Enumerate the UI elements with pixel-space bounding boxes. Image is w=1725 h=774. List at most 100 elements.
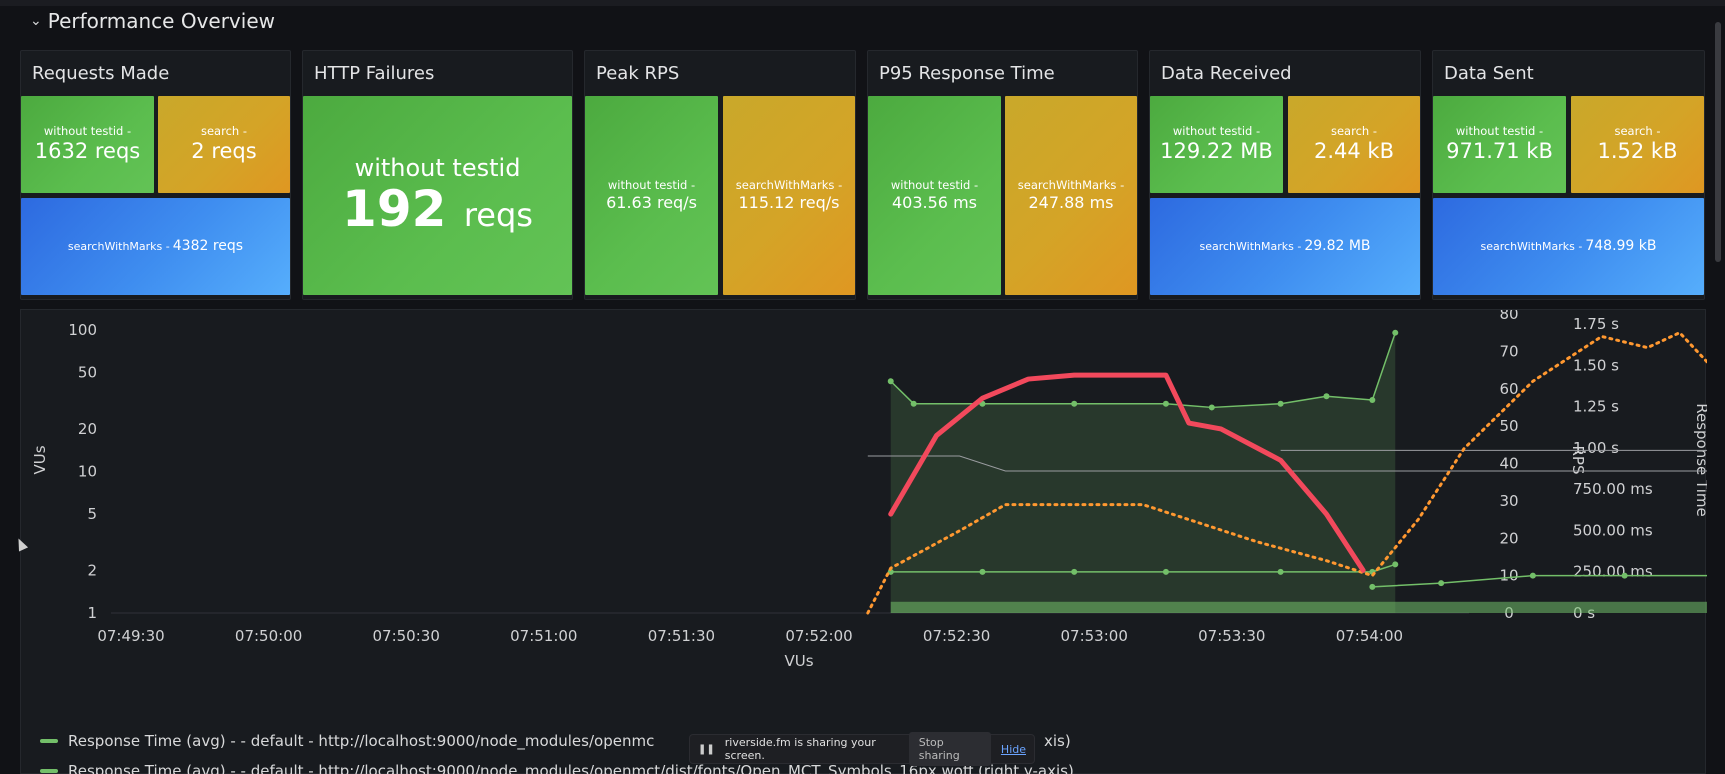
stat-tile-without-testid[interactable]: without testid - 129.22 MB bbox=[1150, 96, 1283, 193]
stat-tile-without-testid[interactable]: without testid 192 reqs bbox=[303, 96, 572, 295]
hide-link[interactable]: Hide bbox=[1000, 742, 1026, 756]
stat-tile-without-testid[interactable]: without testid - 403.56 ms bbox=[868, 96, 1001, 295]
stat-label: searchWithMarks - bbox=[735, 178, 843, 192]
panel-requests-made[interactable]: Requests Made without testid - 1632 reqs… bbox=[20, 50, 291, 300]
stat-value: 29.82 MB bbox=[1304, 238, 1371, 255]
panel-title: Data Received bbox=[1161, 63, 1292, 84]
stat-tile-search[interactable]: search - 1.52 kB bbox=[1571, 96, 1704, 193]
row-header-performance-overview[interactable]: ⌄ Performance Overview bbox=[30, 7, 275, 35]
legend-swatch bbox=[40, 739, 58, 743]
x-tick-label: 07:51:00 bbox=[510, 627, 577, 645]
x-tick-label: 07:52:00 bbox=[785, 627, 852, 645]
series-green-upper-point bbox=[1071, 400, 1078, 407]
y-left-tick-label: 5 bbox=[87, 505, 97, 523]
stat-label: searchWithMarks - bbox=[1017, 178, 1125, 192]
legend-item-tail: xis) bbox=[1044, 732, 1071, 750]
x-tick-label: 07:49:30 bbox=[97, 627, 164, 645]
series-green-upper-point bbox=[887, 378, 894, 385]
stat-label: without testid - bbox=[607, 178, 696, 192]
stat-value: 2.44 kB bbox=[1313, 138, 1394, 163]
x-tick-label: 07:50:30 bbox=[373, 627, 440, 645]
stat-label: without testid bbox=[354, 154, 521, 182]
y-right2-axis-label: Response Time bbox=[1693, 403, 1707, 517]
panel-http-failures[interactable]: HTTP Failures without testid 192 reqs bbox=[302, 50, 573, 300]
panel-p95-response-time[interactable]: P95 Response Time without testid - 403.5… bbox=[867, 50, 1138, 300]
chevron-down-icon[interactable]: ⌄ bbox=[30, 13, 42, 29]
y-left-tick-label: 50 bbox=[78, 364, 97, 382]
series-green-lower-point bbox=[1071, 568, 1078, 575]
panel-title: P95 Response Time bbox=[879, 63, 1055, 84]
stat-tile-without-testid[interactable]: without testid - 1632 reqs bbox=[21, 96, 154, 193]
y-right-tick-label: 30 bbox=[1499, 492, 1518, 510]
y-right-tick-label: 10 bbox=[1499, 567, 1518, 585]
series-green-tail-point bbox=[1529, 572, 1536, 579]
series-green-upper-point bbox=[1162, 400, 1169, 407]
y-right2-tick-label: 1.50 s bbox=[1573, 356, 1619, 374]
y-right2-tick-label: 500.00 ms bbox=[1573, 521, 1653, 539]
stat-label: search - bbox=[1330, 124, 1377, 138]
series-band-fill bbox=[890, 601, 1707, 613]
stat-tile-without-testid[interactable]: without testid - 61.63 req/s bbox=[585, 96, 718, 295]
series-green-upper-point bbox=[1369, 396, 1376, 403]
panel-peak-rps[interactable]: Peak RPS without testid - 61.63 req/s se… bbox=[584, 50, 856, 300]
y-right2-tick-label: 1.25 s bbox=[1573, 398, 1619, 416]
legend-label: Response Time (avg) - - default - http:/… bbox=[68, 762, 1074, 774]
stat-tile-searchwithmarks[interactable]: searchWithMarks - 247.88 ms bbox=[1005, 96, 1137, 295]
legend-item[interactable]: Response Time (avg) - - default - http:/… bbox=[40, 732, 654, 750]
timeseries-chart[interactable]: 125102050100VUs01020304050607080RPS0 s25… bbox=[21, 310, 1707, 740]
x-tick-label: 07:51:30 bbox=[648, 627, 715, 645]
timeseries-panel[interactable]: 125102050100VUs01020304050607080RPS0 s25… bbox=[20, 309, 1707, 774]
stop-sharing-button[interactable]: Stop sharing bbox=[908, 732, 991, 766]
series-green-upper-point bbox=[1208, 404, 1215, 411]
chart-legend: Response Time (avg) - - default - http:/… bbox=[20, 732, 1706, 774]
y-right-tick-label: 40 bbox=[1499, 455, 1518, 473]
threshold-line bbox=[867, 455, 1707, 472]
series-green-upper bbox=[889, 331, 1397, 409]
series-green-lower-point bbox=[1392, 561, 1399, 568]
y-right2-tick-label: 250.00 ms bbox=[1573, 563, 1653, 581]
x-tick-label: 07:53:00 bbox=[1061, 627, 1128, 645]
stat-value: 129.22 MB bbox=[1160, 138, 1273, 163]
stat-label: searchWithMarks - bbox=[1199, 239, 1302, 253]
stat-tile-without-testid[interactable]: without testid - 971.71 kB bbox=[1433, 96, 1566, 193]
stat-value: 192 reqs bbox=[342, 180, 533, 238]
legend-item[interactable]: Response Time (avg) - - default - http:/… bbox=[40, 762, 1074, 774]
stat-label: search - bbox=[1614, 124, 1661, 138]
panel-data-sent[interactable]: Data Sent without testid - 971.71 kB sea… bbox=[1432, 50, 1705, 300]
stat-value: 247.88 ms bbox=[1028, 192, 1114, 212]
stat-tile-search[interactable]: search - 2 reqs bbox=[158, 96, 290, 193]
legend-label: xis) bbox=[1044, 732, 1071, 750]
row-title: Performance Overview bbox=[47, 9, 275, 33]
series-area-fill bbox=[890, 332, 1396, 613]
series-green-lower-point bbox=[979, 568, 986, 575]
legend-swatch bbox=[40, 769, 58, 773]
x-axis-label: VUs bbox=[784, 652, 813, 670]
stat-tile-searchwithmarks[interactable]: searchWithMarks - 115.12 req/s bbox=[723, 96, 855, 295]
y-left-tick-label: 2 bbox=[87, 561, 97, 579]
vertical-scrollbar[interactable] bbox=[1715, 22, 1721, 262]
stat-tile-searchwithmarks[interactable]: searchWithMarks - 4382 reqs bbox=[21, 198, 290, 295]
y-right2-tick-label: 1.75 s bbox=[1573, 315, 1619, 333]
stat-label: without testid - bbox=[1172, 124, 1261, 138]
y-right2-tick-label: 750.00 ms bbox=[1573, 480, 1653, 498]
series-orange-dotted bbox=[866, 331, 1707, 615]
y-right-axis-label: RPS bbox=[1569, 446, 1587, 475]
pause-icon: ❚❚ bbox=[698, 743, 715, 755]
panel-data-received[interactable]: Data Received without testid - 129.22 MB… bbox=[1149, 50, 1421, 300]
series-green-tail-point bbox=[1438, 580, 1445, 587]
top-divider bbox=[0, 0, 1725, 6]
stat-label: searchWithMarks - bbox=[1480, 239, 1583, 253]
stat-value: 61.63 req/s bbox=[606, 192, 697, 212]
stat-tile-searchwithmarks[interactable]: searchWithMarks - 748.99 kB bbox=[1433, 198, 1704, 295]
series-green-upper-point bbox=[1392, 329, 1399, 336]
x-tick-label: 07:50:00 bbox=[235, 627, 302, 645]
stat-value: 403.56 ms bbox=[892, 192, 977, 212]
stat-value: 1.52 kB bbox=[1597, 138, 1678, 163]
share-message: riverside.fm is sharing your screen. bbox=[724, 736, 876, 762]
stat-tile-searchwithmarks[interactable]: searchWithMarks - 29.82 MB bbox=[1150, 198, 1420, 295]
series-green-lower-point bbox=[1162, 568, 1169, 575]
stat-value: 748.99 kB bbox=[1585, 238, 1657, 255]
y-left-tick-label: 10 bbox=[78, 463, 97, 481]
stat-tile-search[interactable]: search - 2.44 kB bbox=[1288, 96, 1420, 193]
stat-label: without testid - bbox=[43, 124, 132, 138]
